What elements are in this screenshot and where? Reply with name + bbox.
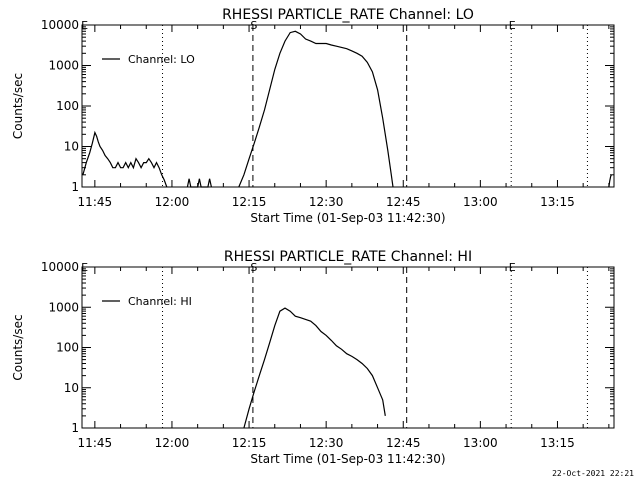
x-tick-label: 13:15 bbox=[540, 195, 575, 209]
series-line-2 bbox=[186, 178, 212, 188]
series-line-1 bbox=[243, 307, 386, 429]
x-axis-label: Start Time (01-Sep-03 11:42:30) bbox=[250, 452, 445, 466]
plot-title: RHESSI PARTICLE_RATE Channel: HI bbox=[224, 249, 472, 265]
x-tick-label: 12:30 bbox=[309, 195, 344, 209]
x-tick-label: 12:15 bbox=[232, 436, 267, 450]
y-tick-label: 10 bbox=[64, 381, 79, 395]
series-line-4 bbox=[608, 174, 612, 188]
y-tick-label: 1 bbox=[71, 180, 79, 194]
series-line-3 bbox=[238, 30, 394, 188]
x-tick-label: 12:30 bbox=[309, 436, 344, 450]
x-tick-label: 12:00 bbox=[155, 195, 190, 209]
y-tick-label: 1000 bbox=[48, 59, 79, 73]
y-tick-label: 10000 bbox=[41, 260, 79, 274]
x-tick-label: 13:15 bbox=[540, 436, 575, 450]
y-tick-label: 10 bbox=[64, 140, 79, 154]
marker-label-e: E bbox=[509, 19, 516, 32]
marker-label-s: S bbox=[250, 19, 257, 32]
y-tick-label: 10000 bbox=[41, 18, 79, 32]
panel-1: RHESSI PARTICLE_RATE Channel: LOSEE11010… bbox=[11, 7, 615, 225]
marker-label-e: E bbox=[509, 261, 516, 274]
y-tick-label: 100 bbox=[56, 341, 79, 355]
legend-label: Channel: LO bbox=[128, 53, 195, 66]
series-line-1 bbox=[82, 130, 168, 188]
legend-label: Channel: HI bbox=[128, 295, 192, 308]
plot-frame bbox=[81, 266, 615, 429]
y-tick-label: 100 bbox=[56, 99, 79, 113]
timestamp: 22-Oct-2021 22:21 bbox=[552, 469, 634, 478]
x-tick-label: 13:00 bbox=[463, 436, 498, 450]
x-tick-label: 12:45 bbox=[386, 436, 421, 450]
y-tick-label: 1 bbox=[71, 421, 79, 435]
x-tick-label: 12:00 bbox=[155, 436, 190, 450]
marker-label-s: S bbox=[250, 261, 257, 274]
y-tick-label: 1000 bbox=[48, 300, 79, 314]
y-axis-label: Counts/sec bbox=[11, 73, 25, 139]
x-tick-label: 12:45 bbox=[386, 195, 421, 209]
x-tick-label: 12:15 bbox=[232, 195, 267, 209]
x-tick-label: 11:45 bbox=[78, 436, 113, 450]
y-axis-label: Counts/sec bbox=[11, 314, 25, 380]
x-axis-label: Start Time (01-Sep-03 11:42:30) bbox=[250, 211, 445, 225]
panel-2: RHESSI PARTICLE_RATE Channel: HISEE11010… bbox=[11, 249, 615, 466]
x-tick-label: 13:00 bbox=[463, 195, 498, 209]
plot-title: RHESSI PARTICLE_RATE Channel: LO bbox=[222, 7, 474, 23]
x-tick-label: 11:45 bbox=[78, 195, 113, 209]
